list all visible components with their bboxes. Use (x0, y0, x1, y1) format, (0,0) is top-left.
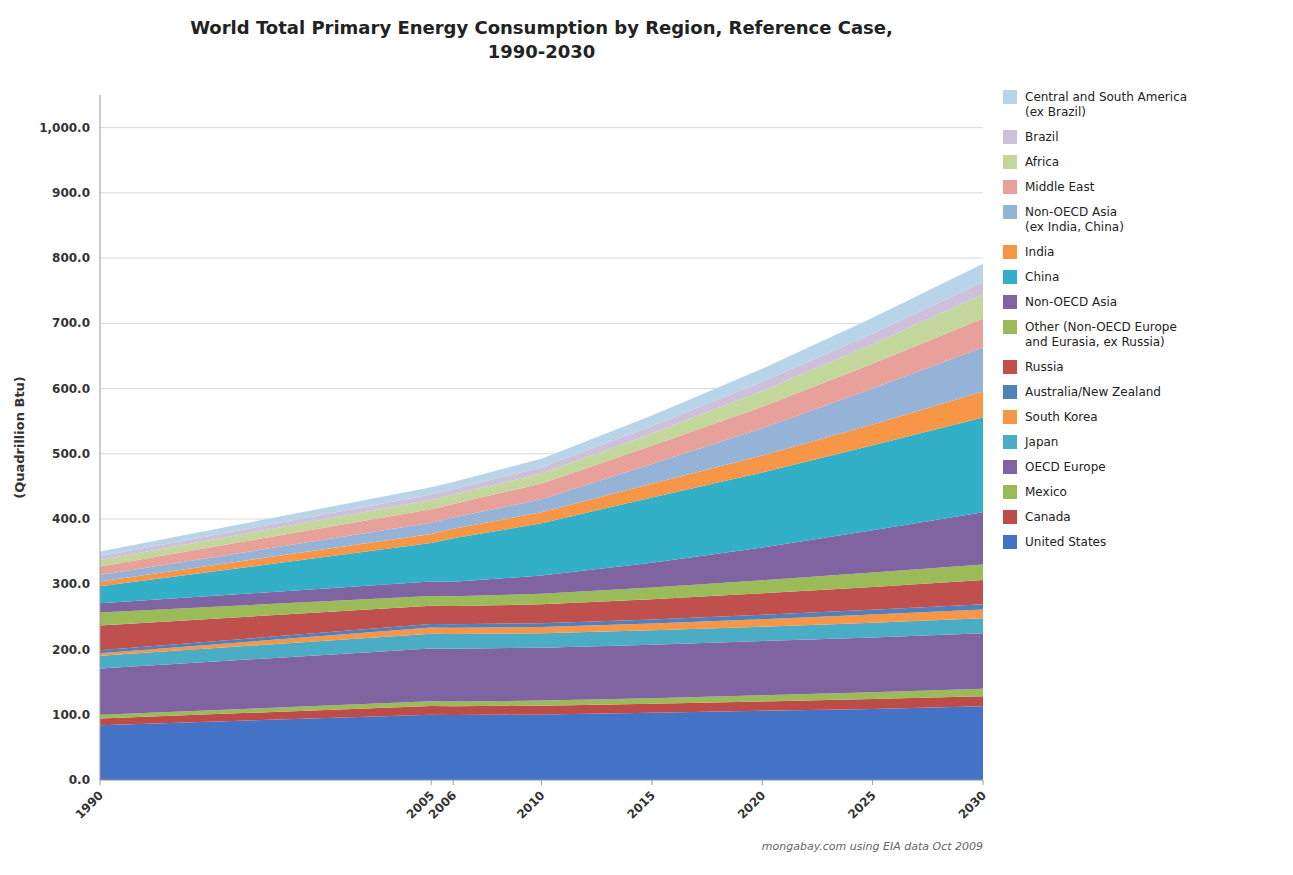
y-tick-label: 400.0 (52, 512, 90, 526)
legend-swatch (1003, 485, 1017, 499)
text-line: United States (1025, 535, 1106, 549)
text-line: and Eurasia, ex Russia) (1025, 335, 1165, 349)
x-tick-label: 2006 (426, 788, 460, 822)
x-tick-label: 2030 (956, 788, 990, 822)
legend-swatch (1003, 410, 1017, 424)
legend-label: Brazil (1025, 130, 1059, 144)
text-line: Middle East (1025, 180, 1095, 194)
y-tick-label: 600.0 (52, 382, 90, 396)
legend-swatch (1003, 360, 1017, 374)
x-tick (651, 780, 652, 785)
legend-swatch (1003, 435, 1017, 449)
annotation: mongabay.com using EIA data Oct 2009 (762, 840, 983, 853)
y-axis-line (100, 95, 101, 780)
legend-swatch (1003, 205, 1017, 219)
x-tick-label: 2015 (624, 788, 658, 822)
grid (100, 128, 983, 780)
x-tick (453, 780, 454, 785)
y-tick-label: 200.0 (52, 643, 90, 657)
legend-swatch (1003, 180, 1017, 194)
text-line: Russia (1025, 360, 1064, 374)
areas (100, 264, 983, 780)
legend-swatch (1003, 320, 1017, 334)
legend-label: Japan (1024, 435, 1058, 449)
y-tick-label: 700.0 (52, 316, 90, 330)
x-tick (983, 780, 984, 785)
x-tick (431, 780, 432, 785)
text-line: Non-OECD Asia (1025, 205, 1117, 219)
text-line: Canada (1025, 510, 1071, 524)
text-line: Africa (1025, 155, 1059, 169)
legend-label: Australia/New Zealand (1025, 385, 1161, 399)
title: World Total Primary Energy Consumption b… (190, 17, 893, 62)
chart: 0.0 100.0 200.0 300.0 400.0 500.0 600.0 700.0 80… (0, 0, 1293, 875)
legend-label: OECD Europe (1025, 460, 1106, 474)
text-line: Australia/New Zealand (1025, 385, 1161, 399)
legend-label: South Korea (1025, 410, 1098, 424)
grid-line (100, 258, 983, 259)
y-tick-label: 500.0 (52, 447, 90, 461)
legend-swatch (1003, 270, 1017, 284)
legend-label: Other (Non-OECD Europeand Eurasia, ex Ru… (1025, 320, 1177, 349)
text-line: Other (Non-OECD Europe (1025, 320, 1177, 334)
legend-swatch (1003, 385, 1017, 399)
y-tick-label: 0.0 (69, 773, 90, 787)
grid-line (100, 192, 983, 193)
text-line: (ex Brazil) (1025, 105, 1086, 119)
x-tick-label: 1990 (73, 788, 107, 822)
x-tick-label: 2010 (514, 788, 548, 822)
y-tick-label: 100.0 (52, 708, 90, 722)
text-line: Non-OECD Asia (1025, 295, 1117, 309)
text-line: Mexico (1025, 485, 1067, 499)
legend-swatch (1003, 510, 1017, 524)
legend-swatch (1003, 460, 1017, 474)
text-line: Central and South America (1025, 90, 1187, 104)
y-tick-label: 800.0 (52, 251, 90, 265)
grid-line (100, 127, 983, 128)
x-tick-label: 2020 (735, 788, 769, 822)
x-tick (541, 780, 542, 785)
x-tick (762, 780, 763, 785)
legend: Central and South America(ex Brazil) Braz… (1003, 90, 1187, 549)
legend-label: Russia (1025, 360, 1064, 374)
area (100, 282, 983, 560)
legend-swatch (1003, 90, 1017, 104)
y-tick-label: 300.0 (52, 577, 90, 591)
y-axis-label: (Quadrillion Btu) (12, 376, 27, 499)
area (100, 264, 983, 557)
legend-label: United States (1025, 535, 1106, 549)
x-tick (872, 780, 873, 785)
y-tick-label: 900.0 (52, 186, 90, 200)
x-tick (100, 780, 101, 785)
legend-label: Middle East (1025, 180, 1095, 194)
legend-swatch (1003, 535, 1017, 549)
legend-swatch (1003, 295, 1017, 309)
text-line: India (1025, 245, 1054, 259)
text-line: Japan (1024, 435, 1058, 449)
text-line: (ex India, China) (1025, 220, 1124, 234)
text-line: 1990-2030 (488, 41, 596, 62)
x-tick-label: 2025 (845, 788, 879, 822)
legend-swatch (1003, 130, 1017, 144)
legend-label: India (1025, 245, 1054, 259)
legend-label: Canada (1025, 510, 1071, 524)
grid-line (100, 323, 983, 324)
legend-label: Africa (1025, 155, 1059, 169)
y-tick-label: 1,000.0 (39, 121, 90, 135)
text-line: World Total Primary Energy Consumption b… (190, 17, 893, 38)
legend-label: China (1025, 270, 1059, 284)
legend-swatch (1003, 245, 1017, 259)
legend-label: Central and South America(ex Brazil) (1025, 90, 1187, 119)
text-line: OECD Europe (1025, 460, 1106, 474)
legend-swatch (1003, 155, 1017, 169)
legend-label: Non-OECD Asia(ex India, China) (1025, 205, 1124, 234)
text-line: Brazil (1025, 130, 1059, 144)
legend-label: Mexico (1025, 485, 1067, 499)
text-line: China (1025, 270, 1059, 284)
text-line: South Korea (1025, 410, 1098, 424)
legend-label: Non-OECD Asia (1025, 295, 1117, 309)
